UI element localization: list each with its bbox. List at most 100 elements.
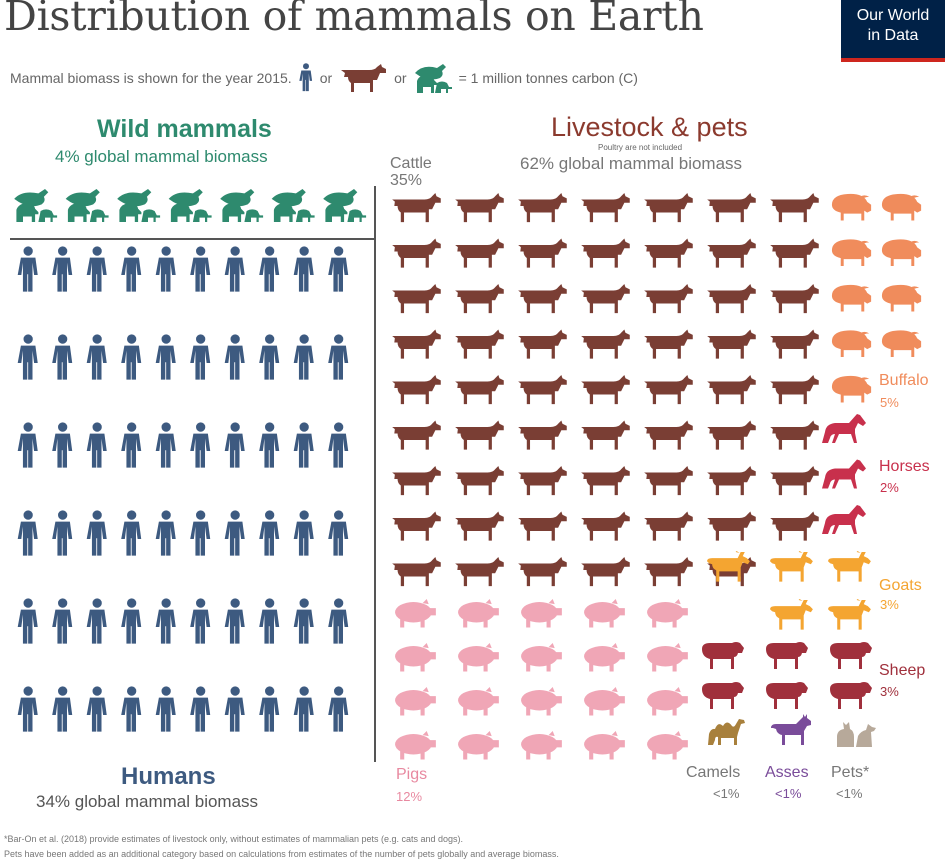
cow-icon-mark-cattle-4 — [644, 193, 693, 223]
cow-icon-mark-cattle-12 — [707, 238, 756, 268]
cow-icon-mark-cattle-13 — [770, 238, 819, 268]
human-icon-mark-human-48 — [293, 598, 314, 644]
subtitle-text: Mammal biomass is shown for the year 201… — [10, 70, 292, 86]
human-icon-mark-human-38 — [293, 510, 314, 556]
cow-icon-mark-cattle-49 — [392, 511, 441, 541]
human-icon-mark-human-49 — [328, 598, 349, 644]
cattle-label: Cattle — [390, 155, 432, 172]
cow-icon-mark-cattle-39 — [644, 420, 693, 450]
cow-icon-mark-cattle-21 — [392, 329, 441, 359]
human-icon-mark-human-15 — [190, 334, 211, 380]
pig-icon-mark-pigs-5 — [395, 643, 436, 672]
cattle-pct: 35% — [390, 172, 423, 189]
human-icon-mark-human-31 — [52, 510, 73, 556]
cow-icon-mark-cattle-55 — [770, 511, 819, 541]
horses-pct: 2% — [880, 480, 899, 495]
horses-label: Horses — [879, 458, 930, 475]
cow-icon-mark-cattle-40 — [707, 420, 756, 450]
human-icon-mark-human-33 — [121, 510, 142, 556]
cow-icon-mark-cattle-36 — [455, 420, 504, 450]
sheep-icon-mark-sheep-0 — [702, 642, 744, 669]
cow-icon-mark-cattle-19 — [707, 284, 756, 314]
pigs-label: Pigs — [396, 766, 428, 783]
sheep-icon-mark-sheep-5 — [830, 682, 872, 709]
cow-icon-mark-cattle-28 — [392, 375, 441, 405]
human-icon-mark-human-53 — [121, 686, 142, 732]
sheep-icon-mark-sheep-1 — [766, 642, 808, 669]
cow-icon-mark-cattle-45 — [581, 466, 630, 496]
pig-icon-mark-pigs-10 — [395, 687, 436, 716]
cow-icon-mark-cattle-25 — [644, 329, 693, 359]
humans-heading: Humans — [121, 763, 216, 790]
pig-icon-mark-pigs-3 — [584, 599, 625, 628]
cow-icon-mark-cattle-26 — [707, 329, 756, 359]
pig-icon-mark-pigs-4 — [647, 599, 688, 628]
human-icon-mark-human-43 — [121, 598, 142, 644]
pig-icon-mark-pigs-13 — [584, 687, 625, 716]
subtitle: Mammal biomass is shown for the year 201… — [10, 62, 638, 94]
human-icon-mark-human-39 — [328, 510, 349, 556]
cow-icon-mark-cattle-46 — [644, 466, 693, 496]
buffalo-icon-mark-buffalo-4 — [831, 284, 872, 312]
whale-elephant-icon-mark-wild-5 — [271, 189, 315, 222]
human-icon-mark-human-20 — [17, 422, 38, 468]
human-icon-mark-human-3 — [121, 246, 142, 292]
human-icon-mark-human-46 — [224, 598, 245, 644]
sheep-pct: 3% — [880, 684, 899, 699]
footnote-2: Pets have been added as an additional ca… — [4, 849, 559, 859]
human-icon-mark-human-12 — [86, 334, 107, 380]
cow-icon-mark-cattle-23 — [518, 329, 567, 359]
goat-icon-mark-goats-0 — [707, 551, 750, 582]
human-icon-mark-human-16 — [224, 334, 245, 380]
goat-icon-mark-goats-1 — [770, 551, 813, 582]
pig-icon-mark-pigs-18 — [584, 731, 625, 760]
human-icon-mark-human-14 — [155, 334, 176, 380]
goat-icon-mark-goats-3 — [770, 599, 813, 630]
pig-icon-mark-pigs-1 — [458, 599, 499, 628]
human-icon-mark-human-25 — [190, 422, 211, 468]
cow-icon-mark-cattle-16 — [518, 284, 567, 314]
cow-icon-mark-cattle-51 — [518, 511, 567, 541]
human-icon-mark-human-7 — [259, 246, 280, 292]
human-icon-mark-human-1 — [52, 246, 73, 292]
chart-title: Distribution of mammals on Earth — [4, 0, 704, 40]
human-icon-mark-human-34 — [155, 510, 176, 556]
pig-icon-mark-pigs-11 — [458, 687, 499, 716]
cow-icon-mark-cattle-37 — [518, 420, 567, 450]
whale-elephant-icon-mark-wild-1 — [65, 189, 109, 222]
owid-logo[interactable]: Our World in Data — [841, 0, 945, 62]
humans-share: 34% global mammal biomass — [36, 792, 259, 811]
pig-icon-mark-pigs-0 — [395, 599, 436, 628]
human-icon-mark-human-59 — [328, 686, 349, 732]
livestock-heading: Livestock & pets — [551, 112, 748, 142]
cow-icon-mark-cattle-35 — [392, 420, 441, 450]
human-icon-mark-human-4 — [155, 246, 176, 292]
logo-red-bar — [841, 58, 945, 62]
human-icon-mark-human-56 — [224, 686, 245, 732]
logo-line-2: in Data — [867, 27, 919, 44]
cow-icon-mark-cattle-14 — [392, 284, 441, 314]
buffalo-icon-mark-buffalo-8 — [831, 375, 872, 403]
human-icon-mark-human-2 — [86, 246, 107, 292]
cow-icon-mark-cattle-0 — [392, 193, 441, 223]
wild-mammals-heading: Wild mammals — [97, 115, 272, 143]
cow-icon-mark-cattle-24 — [581, 329, 630, 359]
cow-icon-mark-cattle-32 — [644, 375, 693, 405]
human-icon-mark-human-54 — [155, 686, 176, 732]
cow-icon-mark-cattle-29 — [455, 375, 504, 405]
cow-icon-mark-cattle-48 — [770, 466, 819, 496]
human-icon-mark-human-55 — [190, 686, 211, 732]
sheep-icon-mark-sheep-3 — [702, 682, 744, 709]
livestock-share: 62% global mammal biomass — [520, 154, 743, 173]
human-icon-mark-human-47 — [259, 598, 280, 644]
cow-icon-mark-cattle-56 — [392, 557, 441, 587]
cow-icon-mark-cattle-22 — [455, 329, 504, 359]
cow-icon-mark-cattle-8 — [455, 238, 504, 268]
cow-icon-mark-cattle-7 — [392, 238, 441, 268]
whale-elephant-icon-mark-wild-6 — [323, 189, 367, 222]
goat-icon-mark-goats-4 — [828, 599, 871, 630]
human-icon-mark-human-28 — [293, 422, 314, 468]
cow-icon-mark-cattle-31 — [581, 375, 630, 405]
human-icon-mark-human-37 — [259, 510, 280, 556]
cow-icon-mark-cattle-18 — [644, 284, 693, 314]
